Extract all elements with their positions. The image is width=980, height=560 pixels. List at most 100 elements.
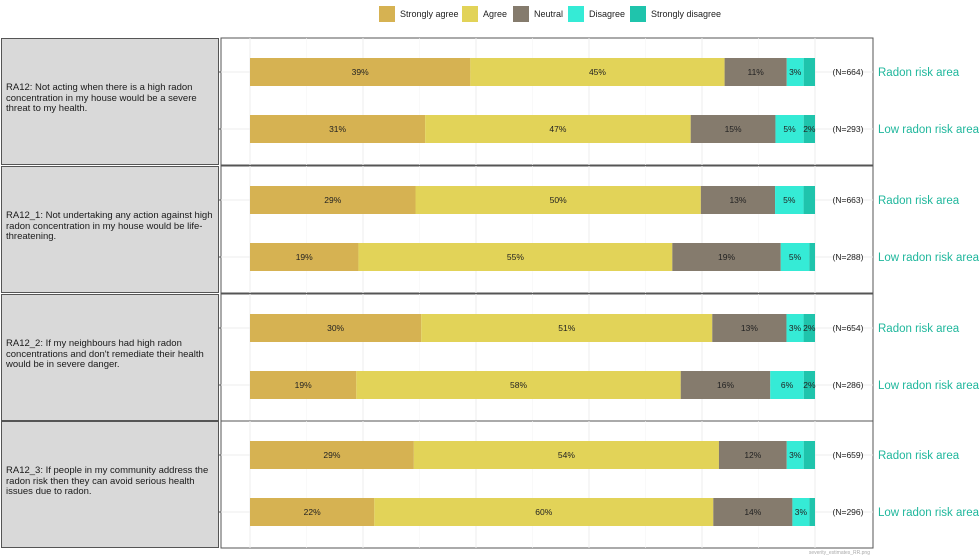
bar-label: 5% bbox=[789, 252, 802, 262]
bar-segment bbox=[775, 115, 804, 143]
bar-segment bbox=[470, 58, 725, 86]
legend-label: Agree bbox=[483, 9, 508, 19]
legend-item: Disagree bbox=[568, 6, 625, 22]
n-label: (N=296) bbox=[833, 507, 864, 517]
bar-label: 12% bbox=[744, 450, 761, 460]
bar-segment bbox=[803, 115, 815, 143]
legend-label: Neutral bbox=[534, 9, 564, 19]
question-text: RA12_2: If my neighbours had high radon … bbox=[6, 338, 204, 370]
panel-strip: RA12_2: If my neighbours had high radon … bbox=[1, 294, 219, 421]
bar-label: 2% bbox=[803, 124, 816, 134]
bar-segment bbox=[724, 58, 787, 86]
n-label: (N=659) bbox=[833, 450, 864, 460]
panel-strip: RA12_1: Not undertaking any action again… bbox=[1, 166, 219, 293]
bar-segment bbox=[421, 314, 713, 342]
panel-frame bbox=[220, 165, 874, 294]
bar-label: 22% bbox=[304, 507, 321, 517]
legend-label: Disagree bbox=[589, 9, 626, 19]
bar-label: 19% bbox=[295, 380, 312, 390]
question-text: RA12_1: Not undertaking any action again… bbox=[6, 210, 213, 242]
legend-swatch bbox=[630, 6, 646, 22]
n-label: (N=664) bbox=[833, 67, 864, 77]
bar-label: 47% bbox=[549, 124, 566, 134]
bar-segment bbox=[250, 243, 359, 271]
bar-label: 58% bbox=[510, 380, 527, 390]
panel: 29% 50% 13% 5% (N=663) Radon risk area 19% 55% 1… bbox=[218, 165, 980, 294]
bar-segment bbox=[358, 243, 673, 271]
bar-segment bbox=[680, 371, 771, 399]
bar-label: 3% bbox=[789, 323, 802, 333]
panel: 29% 54% 12% 3% (N=659) Radon risk area 22% 60% 1… bbox=[218, 420, 980, 549]
bar-label: 55% bbox=[507, 252, 524, 262]
bar-label: 51% bbox=[558, 323, 575, 333]
bar-label: 5% bbox=[783, 195, 796, 205]
bar-segment bbox=[803, 314, 815, 342]
panel-frame bbox=[220, 293, 874, 422]
bar-segment bbox=[718, 441, 787, 469]
bar-segment bbox=[803, 186, 815, 214]
legend-swatch bbox=[462, 6, 478, 22]
bar-segment bbox=[250, 441, 414, 469]
group-label: Low radon risk area bbox=[878, 124, 980, 136]
bar-segment bbox=[250, 498, 375, 526]
n-label: (N=286) bbox=[833, 380, 864, 390]
bar-label: 39% bbox=[352, 67, 369, 77]
bar-segment bbox=[356, 371, 681, 399]
bar-segment bbox=[780, 243, 810, 271]
legend-swatch bbox=[513, 6, 529, 22]
bar-label: 15% bbox=[725, 124, 742, 134]
bar-segment bbox=[690, 115, 776, 143]
bar-segment bbox=[250, 186, 416, 214]
legend-item: Strongly agree bbox=[379, 6, 459, 22]
question-text: RA12: Not acting when there is a high ra… bbox=[6, 82, 197, 114]
bar-label: 14% bbox=[744, 507, 761, 517]
bar-segment bbox=[786, 441, 804, 469]
bar-label: 2% bbox=[803, 380, 816, 390]
bar-segment bbox=[712, 314, 787, 342]
bar-segment bbox=[803, 441, 815, 469]
group-label: Radon risk area bbox=[878, 323, 960, 335]
bar-segment bbox=[250, 58, 471, 86]
bar-label: 3% bbox=[789, 67, 802, 77]
group-label: Radon risk area bbox=[878, 195, 960, 207]
bar-segment bbox=[803, 371, 815, 399]
chart-legend: Strongly agree Agree Neutral Disagree Strong… bbox=[0, 0, 980, 30]
question-text: RA12_3: If people in my community addres… bbox=[6, 465, 209, 497]
bar-segment bbox=[672, 243, 781, 271]
bar-label: 54% bbox=[558, 450, 575, 460]
bar-label: 3% bbox=[795, 507, 808, 517]
bar-label: 11% bbox=[747, 67, 764, 77]
panel-strip: RA12_3: If people in my community addres… bbox=[1, 421, 219, 548]
bar-segment bbox=[809, 243, 815, 271]
bar-label: 2% bbox=[803, 323, 816, 333]
bar-segment bbox=[775, 186, 804, 214]
bar-segment bbox=[786, 314, 804, 342]
panel-frame bbox=[220, 37, 874, 166]
panel: 39% 45% 11% 3% (N=664) Radon risk area 31% 47% 1… bbox=[218, 37, 980, 166]
n-label: (N=654) bbox=[833, 323, 864, 333]
group-label: Low radon risk area bbox=[878, 252, 980, 264]
bar-segment bbox=[413, 441, 719, 469]
bar-label: 6% bbox=[781, 380, 794, 390]
legend-swatch bbox=[379, 6, 395, 22]
bar-label: 29% bbox=[324, 195, 341, 205]
bar-label: 13% bbox=[741, 323, 758, 333]
bar-label: 60% bbox=[535, 507, 552, 517]
bar-segment bbox=[700, 186, 776, 214]
bar-segment bbox=[770, 371, 804, 399]
bar-segment bbox=[803, 58, 815, 86]
chart-caption: severity_estimates_RR.png bbox=[808, 550, 870, 556]
bar-label: 19% bbox=[718, 252, 735, 262]
bar-segment bbox=[250, 314, 422, 342]
bar-segment bbox=[425, 115, 691, 143]
legend-swatch bbox=[568, 6, 584, 22]
group-label: Radon risk area bbox=[878, 67, 960, 79]
legend-item: Neutral bbox=[513, 6, 563, 22]
n-label: (N=663) bbox=[833, 195, 864, 205]
bar-segment bbox=[792, 498, 810, 526]
bar-segment bbox=[415, 186, 701, 214]
legend-label: Strongly disagree bbox=[651, 9, 722, 19]
bar-label: 13% bbox=[729, 195, 746, 205]
